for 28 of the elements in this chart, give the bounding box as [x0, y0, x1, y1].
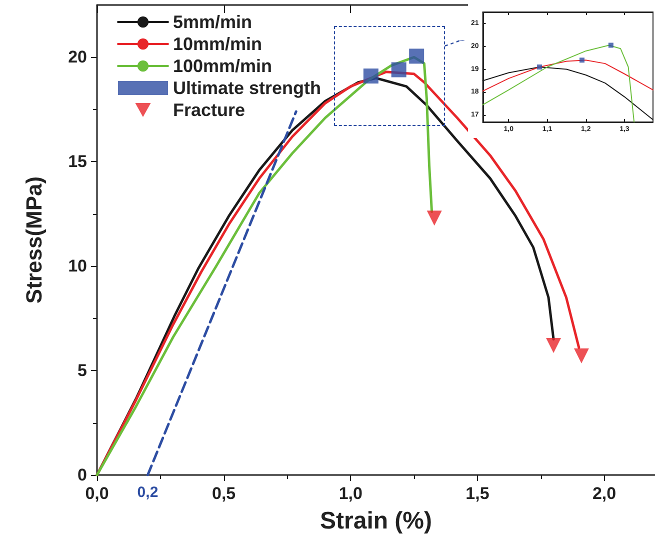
y-tick-label: 0 [78, 466, 87, 484]
legend-label: Ultimate strength [173, 78, 322, 98]
legend-label: Fracture [173, 100, 246, 120]
y-tick-label: 10 [68, 256, 87, 276]
y-tick-label: 5 [78, 361, 87, 380]
x-tick-label: 1,5 [466, 484, 490, 503]
point [409, 48, 424, 64]
y-axis-title: Stress(MPa) [22, 176, 46, 304]
legend-label: 5mm/min [173, 12, 252, 32]
x-tick-label: 0,5 [212, 484, 236, 503]
legend-label: 10mm/min [173, 34, 262, 54]
point [546, 338, 562, 353]
point [574, 348, 589, 364]
y-tick-label: 15 [68, 152, 87, 172]
y-tick-label: 20 [68, 48, 87, 67]
point [391, 62, 406, 78]
line-series [482, 60, 654, 92]
point [537, 64, 542, 70]
point [426, 210, 442, 226]
x-tick-label: 0,0 [85, 484, 109, 503]
x-tick-label: 2,0 [592, 484, 616, 503]
point [579, 58, 584, 63]
point [608, 42, 614, 48]
point [363, 68, 378, 84]
x-axis-title: Strain (%) [320, 508, 432, 534]
annotation: 0,2 [137, 484, 158, 501]
legend-label: 100mm/min [173, 56, 272, 76]
x-tick-label: 1,0 [338, 484, 362, 503]
